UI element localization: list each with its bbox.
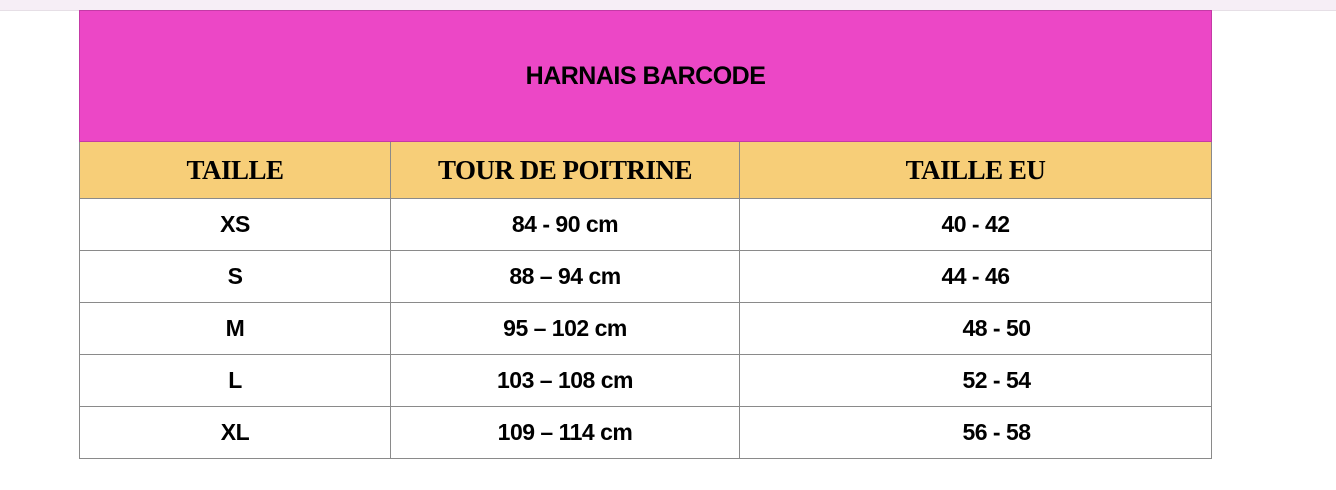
eu-size-value: 44 - 46 xyxy=(941,263,1010,289)
chest-cell: 103 – 108 cm xyxy=(390,354,740,407)
eu-size-cell: 40 - 42 xyxy=(738,198,1213,251)
size-cell: XL xyxy=(79,406,391,459)
column-header-taille: TAILLE xyxy=(79,141,391,199)
size-cell: L xyxy=(79,354,391,407)
table-row: S 88 – 94 cm 44 - 46 xyxy=(79,250,1213,303)
eu-size-value: 40 - 42 xyxy=(941,211,1010,237)
chest-cell: 84 - 90 cm xyxy=(390,198,740,251)
eu-size-cell: 56 - 58 xyxy=(738,406,1213,459)
eu-size-cell: 48 - 50 xyxy=(738,302,1213,355)
table-row: XS 84 - 90 cm 40 - 42 xyxy=(79,198,1213,251)
eu-size-cell: 44 - 46 xyxy=(738,250,1213,303)
table-header-row: TAILLE TOUR DE POITRINE TAILLE EU xyxy=(79,141,1213,199)
table-title-row: HARNAIS BARCODE xyxy=(78,10,1213,142)
size-chart-table: HARNAIS BARCODE TAILLE TOUR DE POITRINE … xyxy=(78,10,1213,459)
eu-size-cell: 52 - 54 xyxy=(738,354,1213,407)
size-cell: S xyxy=(79,250,391,303)
column-header-tour-de-poitrine: TOUR DE POITRINE xyxy=(390,141,740,199)
eu-size-value: 56 - 58 xyxy=(962,419,1031,445)
column-header-taille-eu: TAILLE EU xyxy=(738,141,1213,199)
table-row: XL 109 – 114 cm 56 - 58 xyxy=(79,406,1213,459)
table-row: L 103 – 108 cm 52 - 54 xyxy=(79,354,1213,407)
eu-size-value: 52 - 54 xyxy=(962,367,1031,393)
chest-cell: 95 – 102 cm xyxy=(390,302,740,355)
chest-cell: 109 – 114 cm xyxy=(390,406,740,459)
table-title: HARNAIS BARCODE xyxy=(78,10,1213,142)
eu-size-value: 48 - 50 xyxy=(962,315,1031,341)
chest-cell: 88 – 94 cm xyxy=(390,250,740,303)
size-cell: M xyxy=(79,302,391,355)
size-cell: XS xyxy=(79,198,391,251)
table-row: M 95 – 102 cm 48 - 50 xyxy=(79,302,1213,355)
